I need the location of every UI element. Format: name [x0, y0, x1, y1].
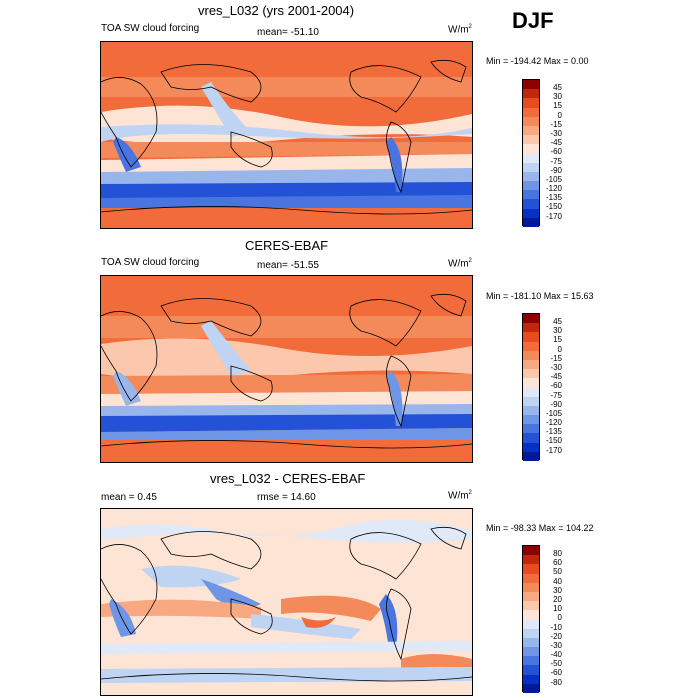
panel-1-mean-label: mean= -51.10: [257, 27, 319, 38]
colorbar-tick-label: 30: [553, 326, 562, 336]
colorbar-tick-label: 0: [557, 344, 562, 354]
panel-1-left-label: TOA SW cloud forcing: [101, 23, 200, 34]
panel-2-title: CERES-EBAF: [245, 238, 329, 253]
panel-3-rmse-label: rmse = 14.60: [257, 492, 316, 503]
colorbar-tick-label: -10: [550, 622, 562, 632]
panel-2-map-field: [101, 276, 472, 462]
panel-2-minmax: Min = -181.10 Max = 15.63: [486, 291, 594, 301]
colorbar-tick-label: -170: [545, 211, 562, 221]
colorbar-tick-label: -90: [550, 165, 562, 175]
panel-1-title: vres_L032 (yrs 2001-2004): [198, 3, 355, 18]
colorbar-tick-label: 40: [553, 576, 562, 586]
colorbar-tick-label: 50: [553, 567, 562, 577]
panel-2-left-label: TOA SW cloud forcing: [101, 257, 200, 268]
colorbar-tick-label: -40: [550, 650, 562, 660]
colorbar-tick-label: -50: [550, 659, 562, 669]
colorbar-tick-label: 10: [553, 604, 562, 614]
panel-3-map-field: [101, 509, 472, 695]
panel-2-units: W/m2: [448, 258, 472, 270]
colorbar-tick-label: 60: [553, 558, 562, 568]
panel-2-mean-label: mean= -51.55: [257, 260, 319, 271]
panel-3-mean-label: mean = 0.45: [101, 492, 157, 503]
colorbar-tick-label: -60: [550, 668, 562, 678]
panel-1-units: W/m2: [448, 24, 472, 36]
colorbar-tick-label: -20: [550, 631, 562, 641]
colorbar-tick-label: -15: [550, 119, 562, 129]
colorbar-tick-label: -45: [550, 372, 562, 382]
colorbar-tick-label: 30: [553, 585, 562, 595]
colorbar-tick-label: -105: [545, 408, 562, 418]
colorbar-tick-label: -75: [550, 156, 562, 166]
colorbar-tick-label: -15: [550, 353, 562, 363]
colorbar-tick-label: -105: [545, 174, 562, 184]
panel-2-colorbar: [522, 313, 540, 461]
panel-3-title: vres_L032 - CERES-EBAF: [210, 471, 366, 486]
colorbar-tick-label: -120: [545, 184, 562, 194]
colorbar-tick-label: -170: [545, 445, 562, 455]
colorbar-tick-label: -90: [550, 399, 562, 409]
colorbar-tick-label: -135: [545, 427, 562, 437]
panel-3-colorbar-labels: 80 60 50 40 30 20 10 0 -10 -20 -30 -40 -…: [540, 549, 562, 687]
season-label: DJF: [512, 8, 554, 33]
colorbar-tick-label: 0: [557, 613, 562, 623]
colorbar-tick-label: 30: [553, 92, 562, 102]
colorbar-tick-label: -30: [550, 128, 562, 138]
colorbar-tick-label: -30: [550, 362, 562, 372]
colorbar-tick-label: 45: [553, 317, 562, 326]
colorbar-tick-label: 45: [553, 83, 562, 92]
colorbar-tick-label: -135: [545, 193, 562, 203]
panel-2-colorbar-labels: 45 30 15 0 -15 -30 -45 -60 -75 -90 -105 …: [540, 317, 562, 455]
panel-2-map: [100, 275, 473, 463]
panel-1-colorbar: [522, 79, 540, 227]
colorbar-tick-label: -60: [550, 381, 562, 391]
colorbar-tick-label: -80: [550, 677, 562, 687]
colorbar-tick-label: 20: [553, 594, 562, 604]
colorbar-tick-label: -60: [550, 147, 562, 157]
panel-3-map: [100, 508, 473, 696]
panel-3-units: W/m2: [448, 490, 472, 502]
colorbar-tick-label: -75: [550, 390, 562, 400]
colorbar-tick-label: 15: [553, 101, 562, 111]
panel-1-colorbar-labels: 45 30 15 0 -15 -30 -45 -60 -75 -90 -105 …: [540, 83, 562, 221]
colorbar-tick-label: 15: [553, 335, 562, 345]
panel-3-colorbar: [522, 545, 540, 693]
colorbar-tick-label: 80: [553, 549, 562, 558]
colorbar-tick-label: 0: [557, 110, 562, 120]
colorbar-tick-label: -150: [545, 436, 562, 446]
panel-1-minmax: Min = -194.42 Max = 0.00: [486, 56, 589, 66]
panel-3-minmax: Min = -98.33 Max = 104.22: [486, 523, 594, 533]
colorbar-tick-label: -120: [545, 418, 562, 428]
panel-1-map-field: [101, 42, 472, 228]
colorbar-tick-label: -45: [550, 138, 562, 148]
panel-1-map: [100, 41, 473, 229]
colorbar-tick-label: -150: [545, 202, 562, 212]
colorbar-tick-label: -30: [550, 640, 562, 650]
